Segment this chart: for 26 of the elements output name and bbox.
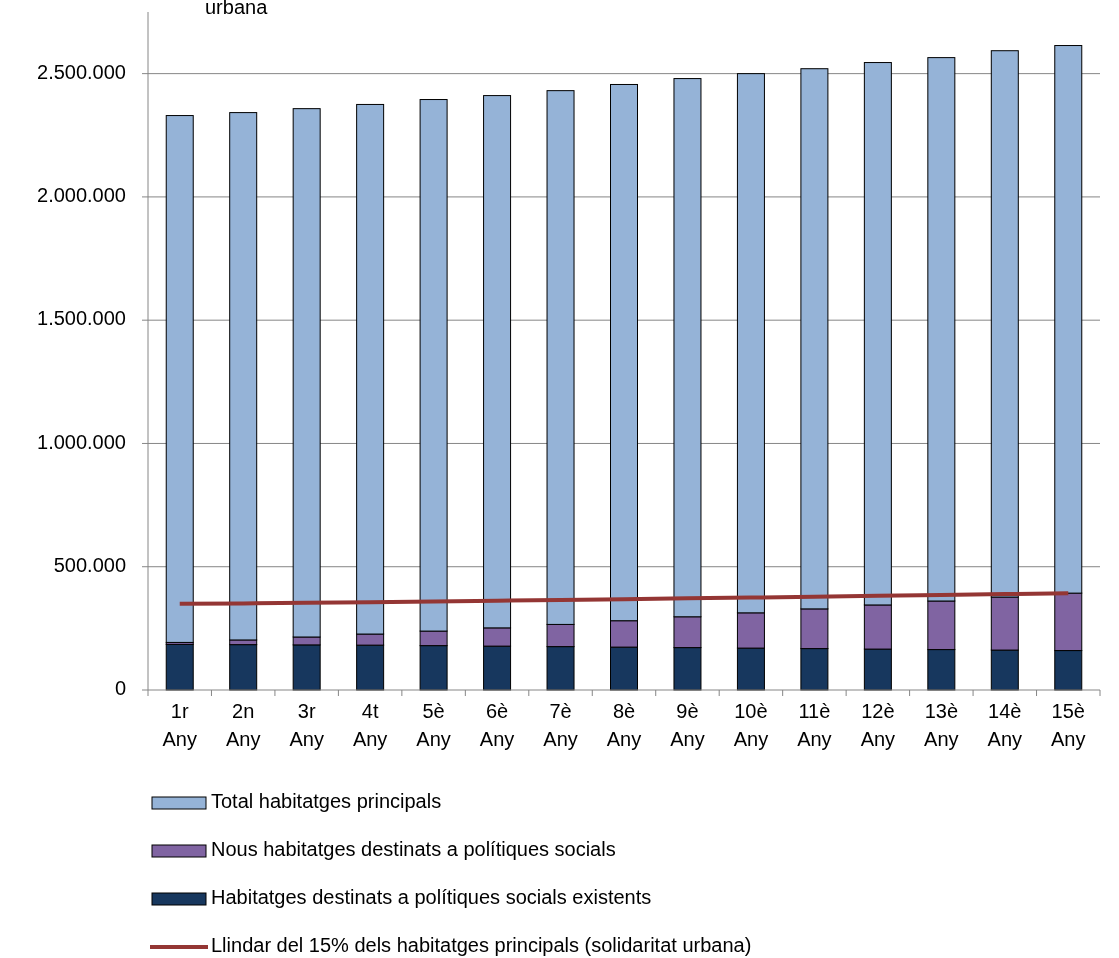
y-tick-label: 2.500.000 xyxy=(37,60,126,83)
y-tick-label: 0 xyxy=(114,677,126,700)
legend-label: Habitatges destinats a polítiques socials existents xyxy=(211,886,652,909)
chart-title: urbana xyxy=(205,0,269,19)
x-tick-label: 14è Any xyxy=(987,700,1023,750)
legend-label: Llindar del 15% dels habitatges principals (solidaritat urbana) xyxy=(211,934,752,957)
x-tick-label: 15è Any xyxy=(1051,700,1086,750)
y-tick-label: 1.500.000 xyxy=(37,307,126,330)
x-tick-label: 12è Any xyxy=(860,700,896,750)
x-tick-label: 13è Any xyxy=(924,700,959,750)
x-tick-label: 3r Any xyxy=(289,700,324,750)
y-tick-label: 1.000.000 xyxy=(37,430,126,453)
y-tick-label: 500.000 xyxy=(53,554,126,577)
x-tick-label: 2n Any xyxy=(225,700,261,750)
y-tick-label: 2.000.000 xyxy=(37,184,126,207)
x-tick-label: 8è Any xyxy=(606,700,642,750)
x-tick-label: 10è Any xyxy=(733,700,769,750)
legend-label: Nous habitatges destinats a polítiques socials xyxy=(211,838,616,861)
x-tick-label: 9è Any xyxy=(670,700,705,750)
x-tick-label: 1r Any xyxy=(162,700,197,750)
x-tick-label: 11è Any xyxy=(797,700,832,750)
x-tick-label: 5è Any xyxy=(416,700,451,750)
x-tick-label: 4t Any xyxy=(352,700,388,750)
x-tick-label: 6è Any xyxy=(479,700,515,750)
legend-label: Total habitatges principals xyxy=(211,790,442,813)
x-tick-label: 7è Any xyxy=(543,700,578,750)
